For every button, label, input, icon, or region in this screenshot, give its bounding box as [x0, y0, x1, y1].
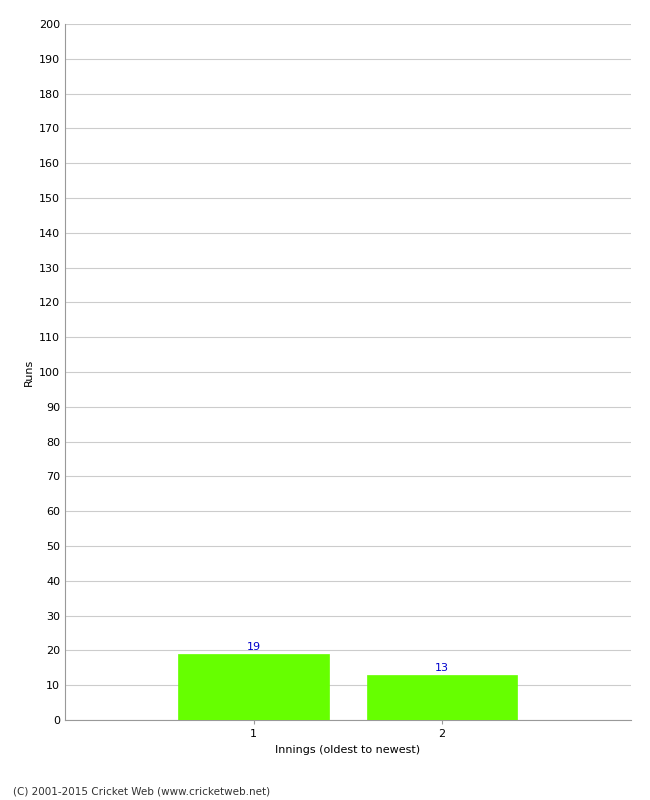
- Text: (C) 2001-2015 Cricket Web (www.cricketweb.net): (C) 2001-2015 Cricket Web (www.cricketwe…: [13, 786, 270, 796]
- Text: 19: 19: [246, 642, 261, 652]
- X-axis label: Innings (oldest to newest): Innings (oldest to newest): [275, 745, 421, 754]
- Y-axis label: Runs: Runs: [23, 358, 33, 386]
- Bar: [367, 674, 517, 720]
- Bar: [178, 654, 329, 720]
- Text: 13: 13: [435, 663, 449, 673]
